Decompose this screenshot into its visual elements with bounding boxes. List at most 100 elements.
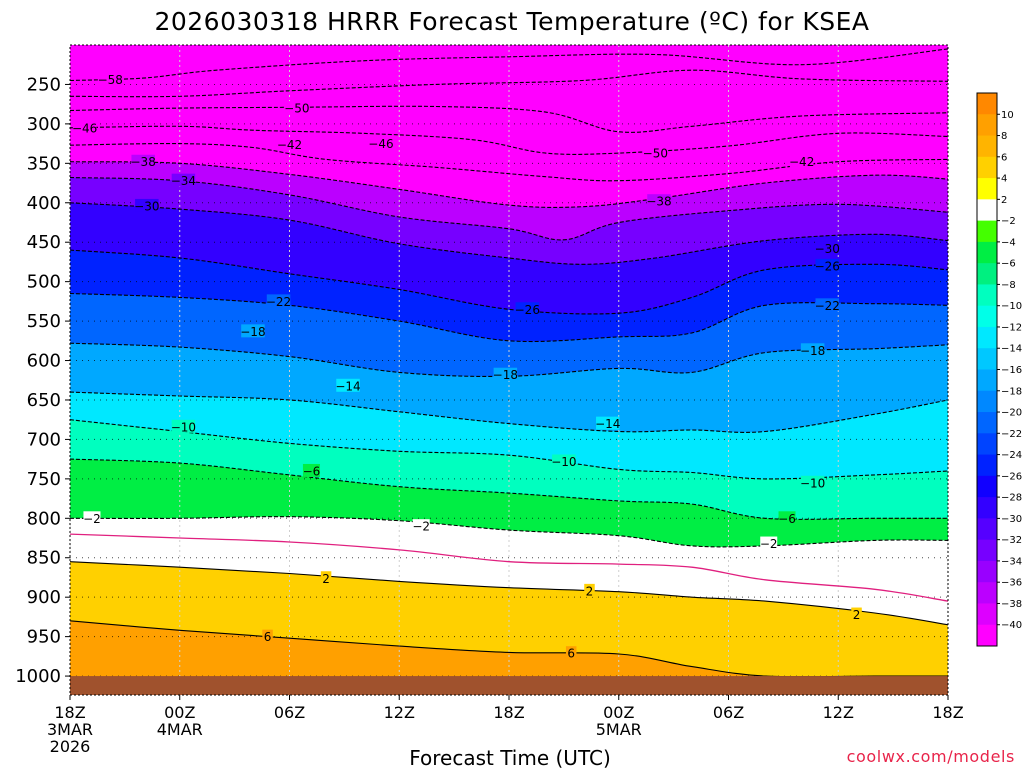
contour-label: −42 (277, 138, 302, 152)
colorbar-label: 8 (1001, 131, 1007, 142)
zero-isotherm-line (70, 533, 948, 602)
y-tick-label: 550 (27, 311, 61, 332)
colorbar-swatch (977, 433, 997, 456)
contour-label: 2 (322, 572, 330, 586)
colorbar-swatch (977, 135, 997, 158)
colorbar-label: −24 (1001, 450, 1022, 461)
contour-label-bg (789, 154, 814, 168)
contour-label-bg (277, 137, 302, 151)
contour-label: −58 (98, 73, 123, 87)
colorbar-swatch (977, 284, 997, 307)
contour-label: −18 (240, 325, 265, 339)
contour-label-bg (493, 367, 518, 381)
colorbar-label: −14 (1001, 344, 1022, 355)
x-tick-label: 3MAR (47, 720, 93, 739)
contour-label: −10 (171, 420, 196, 434)
contour-label-bg (815, 258, 840, 272)
x-tick-label: 06Z (274, 703, 305, 722)
contour-label-bg (83, 511, 101, 525)
pressure-axis: 250 300 350 400 450 500 550 600 650 700 750 800 850 9… (15, 74, 70, 687)
colorbar-label: −34 (1001, 556, 1022, 567)
contour-label-bg (171, 419, 196, 433)
colorbar-swatch (977, 348, 997, 370)
x-tick-label: 18Z (932, 703, 963, 722)
colorbar-label: −26 (1001, 471, 1022, 482)
contour-label-bg (412, 519, 430, 533)
x-tick-label: 4MAR (157, 720, 203, 739)
contour-label-bg (320, 571, 332, 585)
contour-label-bg (800, 475, 825, 489)
colorbar-label: −22 (1001, 429, 1022, 440)
colorbar-label: −36 (1001, 578, 1022, 589)
x-tick-label: 2026 (50, 737, 91, 756)
y-tick-label: 700 (27, 429, 61, 450)
contour-label: −18 (800, 344, 825, 358)
y-tick-label: 450 (27, 232, 61, 253)
colorbar-label: −18 (1001, 386, 1022, 397)
contour-label: −46 (368, 137, 393, 151)
x-tick-label: 00Z (164, 703, 195, 722)
contour-label: −46 (72, 121, 97, 135)
grid-layer (70, 45, 948, 695)
colorbar-swatch (977, 539, 997, 562)
ground-fill (70, 676, 948, 695)
colorbar-label: −2 (1001, 216, 1016, 227)
y-tick-label: 800 (27, 508, 61, 529)
colorbar-swatch (977, 305, 997, 328)
colorbar-label: −28 (1001, 493, 1022, 504)
x-axis-label: Forecast Time (UTC) (409, 746, 611, 768)
contour-label-bg (131, 154, 155, 168)
contour-label: −26 (515, 303, 540, 317)
chart-title: 2026030318 HRRR Forecast Temperature (ºC… (154, 7, 869, 36)
x-tick-label: 18Z (54, 703, 85, 722)
isotherm-line (70, 48, 948, 82)
colorbar-label: −30 (1001, 514, 1022, 525)
x-tick-label: 00Z (603, 703, 634, 722)
x-tick-label: 12Z (384, 703, 415, 722)
contour-label: −14 (595, 417, 620, 431)
isotherm-line (70, 105, 948, 133)
colorbar-swatch (977, 582, 997, 604)
colorbar-swatch (977, 93, 997, 115)
y-tick-label: 650 (27, 390, 61, 411)
colorbar-label: −38 (1001, 599, 1022, 610)
colorbar-label: −8 (1001, 280, 1016, 291)
colorbar-swatch (977, 199, 997, 222)
contour-label-bg (72, 120, 97, 134)
contour-label: −2 (412, 520, 430, 534)
colorbar-swatch (977, 241, 997, 264)
contour-label-bg (584, 583, 595, 597)
contour-label-bg (262, 629, 273, 643)
contour-label: −50 (284, 102, 309, 116)
contour-label: −38 (131, 155, 156, 169)
contour-label-bg (266, 294, 291, 308)
contour-label: −26 (815, 259, 840, 273)
colorbar-swatch (977, 412, 997, 434)
colorbar-label: −4 (1001, 237, 1016, 248)
contour-label: −30 (134, 199, 159, 213)
isotherm-line (70, 176, 948, 241)
contour-label: −42 (789, 155, 814, 169)
colorbar-label: −16 (1001, 365, 1022, 376)
contour-label: −10 (800, 476, 825, 490)
contour-label-bg (851, 607, 862, 621)
contour-label-bg (647, 194, 671, 208)
colorbar-swatch (977, 178, 997, 200)
contour-label: 2 (853, 608, 861, 622)
contour-label-bg (596, 416, 620, 430)
colorbar-swatch (977, 114, 997, 137)
isotherm-line (70, 69, 948, 98)
colorbar-swatch (977, 326, 997, 349)
colorbar-label: −10 (1001, 301, 1022, 312)
isotherm-line (70, 391, 948, 433)
contour-label-bg (760, 536, 778, 550)
y-tick-label: 350 (27, 153, 61, 174)
y-tick-label: 400 (27, 193, 61, 214)
colorbar-swatch (977, 220, 997, 243)
contour-label-bg (552, 454, 576, 468)
colorbar-label: −12 (1001, 322, 1022, 333)
credit-text: coolwx.com/models (847, 747, 1015, 766)
contour-label: −6 (778, 512, 796, 526)
contour-label: −2 (83, 512, 101, 526)
